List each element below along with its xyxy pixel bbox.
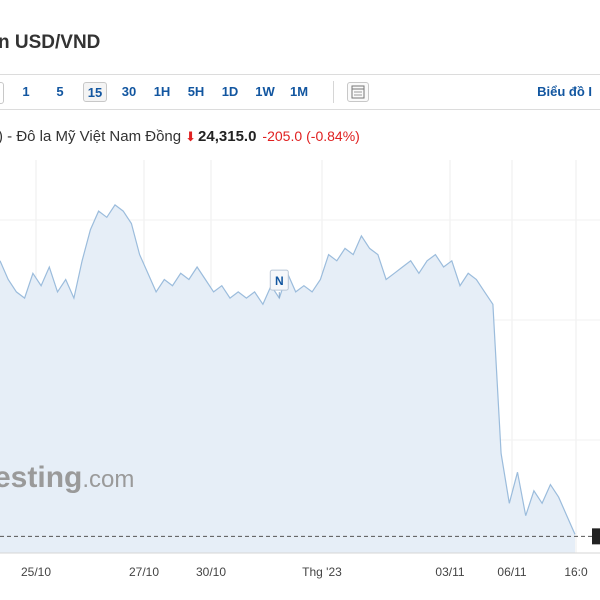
watermark-logo: esting.com bbox=[0, 461, 134, 494]
interval-1d-button[interactable]: 1D bbox=[221, 84, 239, 99]
x-tick-label: 16:0 bbox=[564, 565, 588, 579]
toolbar-left-control[interactable] bbox=[0, 82, 4, 104]
news-marker[interactable]: N bbox=[269, 269, 289, 291]
interval-5h-button[interactable]: 5H bbox=[187, 84, 205, 99]
interval-30-button[interactable]: 30 bbox=[121, 84, 137, 99]
toolbar-separator bbox=[333, 81, 334, 103]
price-area bbox=[0, 204, 575, 553]
interval-1-button[interactable]: 1 bbox=[22, 84, 30, 99]
candlestick-chart-icon[interactable] bbox=[347, 82, 369, 102]
x-tick-label: 03/11 bbox=[435, 565, 464, 579]
last-price-marker bbox=[592, 528, 600, 545]
news-marker-label: N bbox=[275, 274, 284, 288]
price-chart[interactable]: esting.com 25/10 27/10 30/10 Thg '23 03/11 06/… bbox=[0, 160, 600, 600]
x-tick-label: 27/10 bbox=[129, 565, 159, 579]
interval-1h-button[interactable]: 1H bbox=[153, 84, 171, 99]
interval-5-button[interactable]: 5 bbox=[56, 84, 64, 99]
news-marker-box bbox=[269, 269, 289, 291]
price-change-percent: (-0.84%) bbox=[306, 128, 360, 144]
page-title: n USD/VND bbox=[0, 32, 101, 53]
price-change: -205.0 bbox=[262, 128, 303, 144]
interval-15-button[interactable]: 15 bbox=[83, 82, 107, 102]
quote-line: ) - Đô la Mỹ Việt Nam Đồng ⬇ 24,315.0 -205.… bbox=[0, 128, 360, 145]
x-tick-label: 06/11 bbox=[497, 565, 526, 579]
interval-1w-button[interactable]: 1W bbox=[255, 84, 275, 99]
instrument-name: ) - Đô la Mỹ Việt Nam Đồng bbox=[0, 128, 182, 145]
interval-1m-button[interactable]: 1M bbox=[289, 84, 309, 99]
arrow-down-icon: ⬇ bbox=[185, 129, 197, 144]
chart-toolbar: 1 5 15 30 1H 5H 1D 1W 1M Biểu đồ I bbox=[0, 74, 600, 110]
full-chart-link[interactable]: Biểu đồ I bbox=[537, 84, 592, 99]
x-tick-label: Thg '23 bbox=[302, 565, 342, 579]
x-tick-label: 25/10 bbox=[21, 565, 51, 579]
x-tick-label: 30/10 bbox=[196, 565, 226, 579]
last-price: 24,315.0 bbox=[198, 128, 257, 145]
